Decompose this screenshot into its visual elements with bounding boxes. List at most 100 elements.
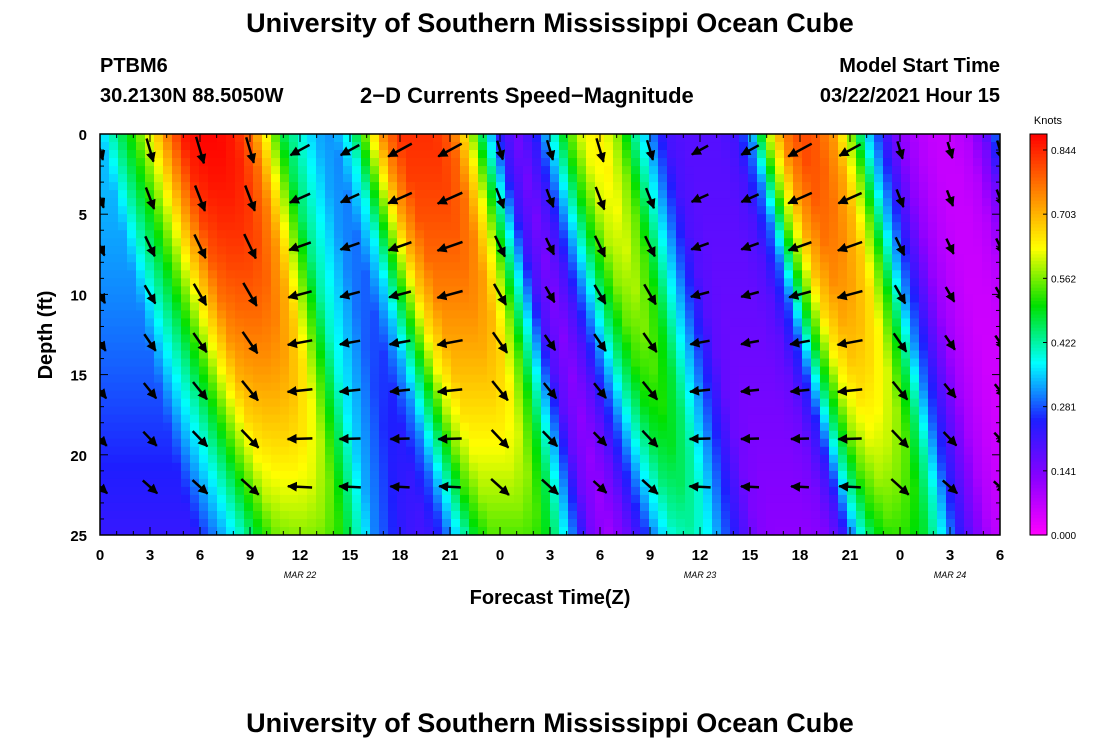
heatmap-cell bbox=[982, 190, 992, 199]
heatmap-cell bbox=[649, 134, 659, 143]
heatmap-cell bbox=[271, 254, 281, 263]
heatmap-cell bbox=[631, 358, 641, 368]
heatmap-cell bbox=[802, 278, 812, 287]
heatmap-cell bbox=[352, 406, 362, 416]
heatmap-cell bbox=[937, 294, 947, 304]
heatmap-cell bbox=[253, 526, 263, 535]
heatmap-cell bbox=[829, 166, 839, 175]
heatmap-cell bbox=[865, 446, 875, 456]
heatmap-cell bbox=[334, 230, 344, 239]
heatmap-cell bbox=[217, 486, 227, 496]
heatmap-cell bbox=[685, 310, 695, 320]
heatmap-cell bbox=[208, 254, 218, 263]
heatmap-cell bbox=[523, 270, 533, 279]
heatmap-cell bbox=[316, 406, 326, 416]
heatmap-cell bbox=[604, 366, 614, 376]
heatmap-cell bbox=[100, 334, 110, 344]
heatmap-cell bbox=[721, 254, 731, 263]
heatmap-cell bbox=[865, 166, 875, 175]
heatmap-cell bbox=[856, 310, 866, 320]
heatmap-cell bbox=[883, 142, 893, 151]
heatmap-cell bbox=[289, 262, 299, 271]
heatmap-cell bbox=[946, 478, 956, 488]
heatmap-cell bbox=[235, 134, 245, 143]
heatmap-cell bbox=[928, 166, 938, 175]
heatmap-cell bbox=[586, 478, 596, 488]
heatmap-cell bbox=[532, 510, 542, 520]
heatmap-cell bbox=[901, 222, 911, 231]
heatmap-cell bbox=[343, 230, 353, 239]
heatmap-cell bbox=[559, 502, 569, 512]
heatmap-cell bbox=[865, 278, 875, 287]
heatmap-cell bbox=[298, 414, 308, 424]
heatmap-cell bbox=[946, 366, 956, 376]
heatmap-cell bbox=[532, 158, 542, 167]
heatmap-cell bbox=[217, 246, 227, 255]
heatmap-cell bbox=[919, 446, 929, 456]
heatmap-cell bbox=[109, 262, 119, 271]
heatmap-cell bbox=[811, 278, 821, 287]
heatmap-cell bbox=[199, 142, 209, 151]
heatmap-cell bbox=[910, 166, 920, 175]
heatmap-cell bbox=[199, 454, 209, 464]
heatmap-cell bbox=[937, 150, 947, 159]
heatmap-cell bbox=[919, 486, 929, 496]
heatmap-cell bbox=[892, 342, 902, 352]
heatmap-cell bbox=[253, 270, 263, 279]
heatmap-cell bbox=[343, 326, 353, 336]
heatmap-cell bbox=[469, 326, 479, 336]
heatmap-cell bbox=[658, 494, 668, 504]
heatmap-cell bbox=[883, 318, 893, 328]
heatmap-cell bbox=[154, 150, 164, 159]
heatmap-cell bbox=[388, 470, 398, 480]
heatmap-cell bbox=[163, 134, 173, 143]
heatmap-cell bbox=[217, 526, 227, 535]
heatmap-cell bbox=[928, 206, 938, 215]
heatmap-cell bbox=[415, 486, 425, 496]
heatmap-cell bbox=[406, 174, 416, 183]
heatmap-cell bbox=[109, 182, 119, 191]
heatmap-cell bbox=[604, 510, 614, 520]
heatmap-cell bbox=[766, 262, 776, 271]
heatmap-cell bbox=[253, 262, 263, 271]
heatmap-cell bbox=[163, 518, 173, 528]
heatmap-cell bbox=[811, 166, 821, 175]
heatmap-cell bbox=[820, 406, 830, 416]
heatmap-cell bbox=[316, 438, 326, 448]
heatmap-cell bbox=[235, 230, 245, 239]
heatmap-cell bbox=[478, 190, 488, 199]
heatmap-cell bbox=[559, 198, 569, 207]
heatmap-cell bbox=[334, 350, 344, 360]
heatmap-cell bbox=[757, 390, 767, 400]
heatmap-cell bbox=[361, 454, 371, 464]
heatmap-cell bbox=[253, 462, 263, 472]
heatmap-cell bbox=[748, 486, 758, 496]
heatmap-cell bbox=[748, 502, 758, 512]
heatmap-cell bbox=[523, 254, 533, 263]
heatmap-cell bbox=[271, 142, 281, 151]
heatmap-cell bbox=[919, 326, 929, 336]
heatmap-cell bbox=[919, 318, 929, 328]
heatmap-cell bbox=[397, 502, 407, 512]
heatmap-cell bbox=[676, 438, 686, 448]
heatmap-cell bbox=[676, 214, 686, 223]
heatmap-cell bbox=[127, 318, 137, 328]
heatmap-cell bbox=[910, 158, 920, 167]
heatmap-cell bbox=[424, 230, 434, 239]
heatmap-cell bbox=[226, 406, 236, 416]
heatmap-cell bbox=[163, 470, 173, 480]
heatmap-cell bbox=[901, 182, 911, 191]
heatmap-cell bbox=[793, 398, 803, 408]
heatmap-cell bbox=[595, 286, 605, 295]
heatmap-cell bbox=[622, 230, 632, 239]
heatmap-cell bbox=[460, 222, 470, 231]
heatmap-cell bbox=[559, 454, 569, 464]
heatmap-cell bbox=[253, 222, 263, 231]
heatmap-cell bbox=[505, 270, 515, 279]
heatmap-cell bbox=[100, 302, 110, 312]
heatmap-cell bbox=[901, 454, 911, 464]
heatmap-cell bbox=[298, 310, 308, 320]
heatmap-cell bbox=[172, 286, 182, 295]
heatmap-cell bbox=[514, 342, 524, 352]
heatmap-cell bbox=[118, 486, 128, 496]
